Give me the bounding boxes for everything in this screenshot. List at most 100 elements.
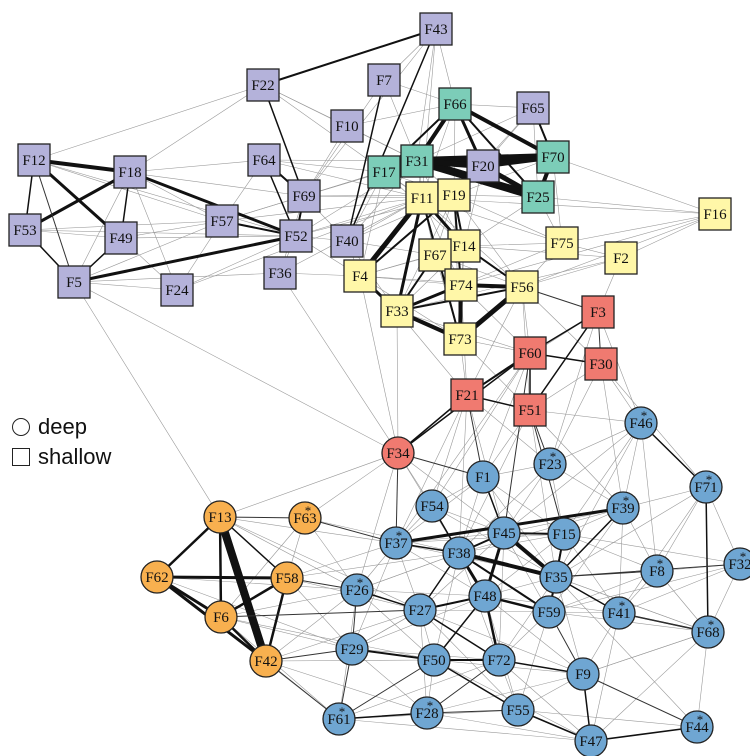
edge: [338, 659, 435, 720]
edge-light: [503, 422, 642, 534]
node-f48: F48: [468, 579, 502, 613]
node-f46: F46*: [624, 406, 658, 440]
node-f52: F52: [279, 219, 313, 253]
node-f63: F63*: [288, 501, 322, 535]
node-f8: F8*: [640, 554, 674, 588]
edge: [346, 28, 437, 242]
circle-node-shape: [466, 460, 500, 494]
square-icon: [12, 448, 30, 466]
node-f72: F72: [482, 643, 516, 677]
square-node-shape: [581, 295, 615, 329]
node-label: F58: [275, 571, 298, 587]
node-f45: F45: [487, 516, 521, 550]
node-f4: F4: [343, 259, 377, 293]
node-label: F40: [335, 234, 358, 250]
node-label: F36: [268, 266, 292, 282]
node-f73: F73: [443, 322, 477, 356]
node-label: F57: [210, 214, 234, 230]
edge-light: [460, 242, 563, 286]
square-node-shape: [113, 155, 147, 189]
edge-light: [555, 576, 584, 675]
edge-light: [561, 213, 716, 244]
edge-light: [220, 589, 358, 618]
node-label: F2: [613, 251, 629, 267]
edge-light: [537, 196, 716, 215]
circle-node-shape: [640, 554, 674, 588]
edge-light: [419, 532, 505, 611]
star-marker: *: [623, 493, 630, 508]
edge-light: [221, 197, 423, 222]
edge-light: [597, 311, 642, 424]
node-label: F41: [607, 606, 630, 622]
node-label: F9: [575, 667, 591, 683]
edge-light: [338, 659, 500, 720]
circle-node-shape: [532, 595, 566, 629]
edge: [23, 170, 132, 232]
square-node-shape: [505, 270, 539, 304]
edge-light: [395, 394, 468, 544]
edge: [503, 352, 531, 534]
node-label: F47: [579, 734, 603, 750]
node-f9: F9: [566, 657, 600, 691]
circle-node-shape: [501, 693, 535, 727]
node-f13: F13: [203, 500, 237, 534]
circle-node-shape: [417, 643, 451, 677]
node-f39: F39*: [606, 491, 640, 525]
edge: [590, 726, 698, 742]
edge-light: [304, 452, 399, 519]
node-label: F21: [455, 388, 478, 404]
edge-light: [395, 533, 565, 544]
node-f19: F19: [437, 178, 471, 212]
square-node-shape: [287, 179, 321, 213]
edge-light: [129, 171, 178, 291]
node-label: F3: [590, 305, 606, 321]
square-node-shape: [367, 63, 401, 97]
edge-light: [416, 107, 534, 162]
node-label: F14: [452, 239, 476, 255]
node-label: F46: [629, 416, 653, 432]
edge-light: [265, 589, 358, 662]
node-label: F70: [541, 150, 564, 166]
edge: [216, 513, 270, 665]
node-label: F37: [384, 536, 408, 552]
node-label: F20: [471, 159, 494, 175]
edge: [72, 234, 298, 284]
square-node-shape: [450, 378, 484, 412]
edge-light: [431, 394, 468, 507]
circle-node-shape: [574, 724, 608, 756]
circle-node-shape: [415, 489, 449, 523]
edge-light: [220, 616, 353, 650]
node-f50: F50: [417, 643, 451, 677]
node-f75: F75: [545, 226, 579, 260]
node-f74: F74: [444, 268, 478, 302]
edge-light: [458, 463, 551, 554]
legend-row-shallow: shallow: [12, 442, 142, 472]
star-marker: *: [305, 503, 312, 518]
node-f32: F32*: [723, 547, 750, 581]
edge-light: [484, 595, 584, 675]
square-node-shape: [247, 143, 281, 177]
square-node-shape: [8, 213, 42, 247]
node-label: F12: [22, 153, 45, 169]
edge-light: [219, 452, 399, 518]
edge-light: [453, 194, 563, 244]
edge-light: [548, 570, 658, 613]
node-label: F10: [335, 119, 358, 135]
star-marker: *: [339, 704, 346, 719]
edge-light: [529, 409, 557, 578]
node-label: F16: [703, 207, 727, 223]
node-f70: F70: [536, 140, 570, 174]
node-f58: F58: [270, 561, 304, 595]
circle-node-shape: [624, 406, 658, 440]
circle-node-shape: [533, 447, 567, 481]
node-f54: F54: [415, 489, 449, 523]
node-f42: F42: [249, 644, 283, 678]
edge-light: [176, 235, 297, 291]
edge: [346, 79, 385, 242]
edge-light: [303, 28, 437, 197]
edge-light: [590, 631, 709, 742]
edge-light: [421, 197, 716, 215]
edge-light: [426, 673, 584, 714]
edge: [262, 84, 305, 197]
node-f61: F61*: [322, 702, 356, 736]
